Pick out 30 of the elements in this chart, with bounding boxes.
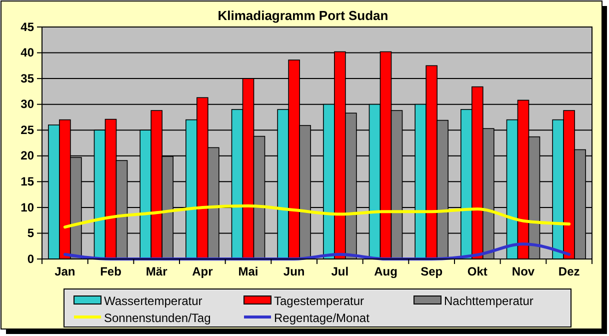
y-tick-label: 35: [20, 71, 34, 86]
legend-label: Nachttemperatur: [444, 294, 534, 308]
y-tick-label: 10: [20, 200, 34, 214]
x-tick-label: Feb: [100, 264, 122, 279]
y-tick-label: 0: [27, 252, 34, 266]
x-tick-label: Jan: [54, 264, 76, 279]
x-tick-label: Jul: [331, 264, 349, 279]
x-tick-label: Mär: [146, 264, 168, 279]
y-tick-label: 30: [20, 97, 34, 112]
x-tick-label: Sep: [420, 264, 443, 279]
y-tick-label: 5: [27, 226, 34, 240]
x-tick-label: Okt: [467, 264, 488, 279]
x-tick-label: Jun: [283, 264, 305, 279]
x-tick-label: Nov: [512, 264, 535, 279]
x-tick-label: Dez: [558, 264, 580, 279]
x-tick-label: Apr: [192, 264, 214, 279]
legend-label: Wassertemperatur: [104, 294, 202, 308]
y-tick-label: 25: [20, 122, 34, 137]
y-tick-label: 20: [20, 148, 34, 163]
x-tick-label: Mai: [238, 264, 258, 279]
y-tick-label: 45: [20, 20, 34, 34]
line-series: [63, 242, 571, 260]
line-series: [63, 204, 571, 229]
legend-label: Sonnenstunden/Tag: [104, 311, 211, 325]
chart-title: Klimadiagramm Port Sudan: [218, 8, 388, 23]
x-tick-label: Aug: [374, 264, 398, 279]
y-tick-label: 40: [20, 46, 34, 60]
legend-label: Tagestemperatur: [274, 294, 364, 308]
legend-label: Regentage/Monat: [274, 311, 370, 325]
y-tick-label: 15: [20, 174, 34, 189]
